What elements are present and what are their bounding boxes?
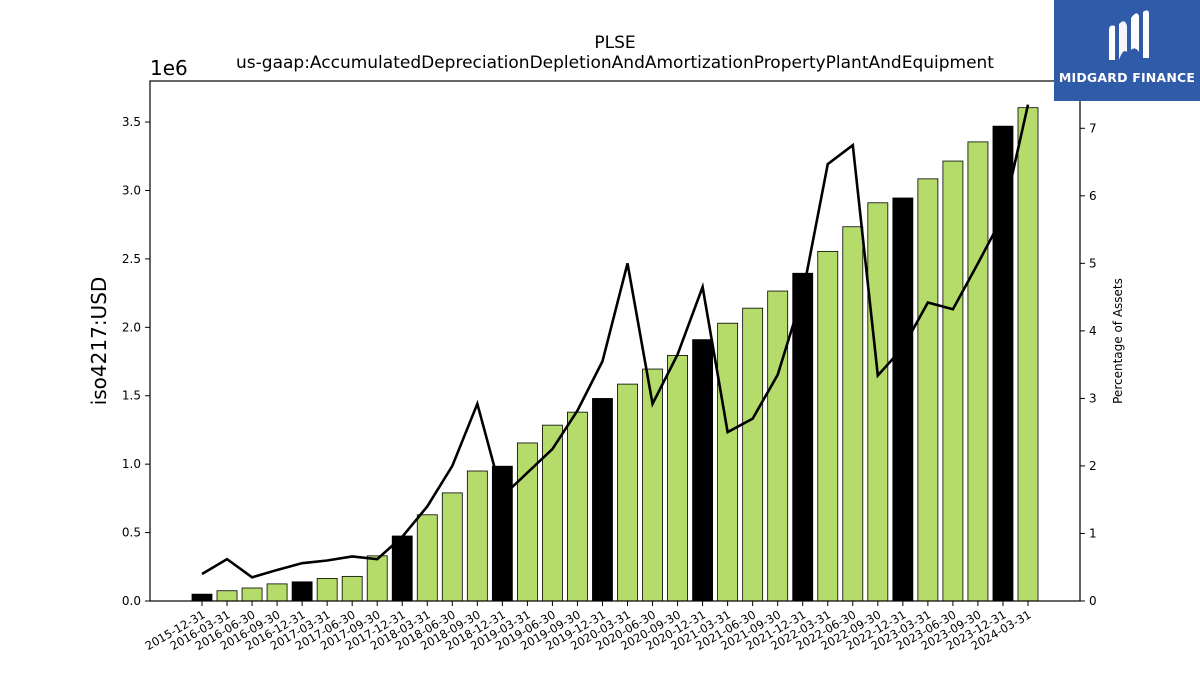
bar-2018-03-31 [416, 514, 438, 602]
y-tick-label: 2.5 [122, 252, 141, 266]
bar-2021-09-30 [767, 290, 789, 602]
bar-2023-03-31 [917, 178, 939, 602]
bar-2018-06-30 [441, 492, 463, 602]
bar-2023-06-30 [942, 160, 964, 602]
bar-2018-12-31 [491, 465, 513, 602]
bar-2016-06-30 [241, 587, 263, 602]
percentage-line [201, 104, 1030, 579]
y2-tick-label: 6 [1089, 189, 1097, 203]
midgard-logo-icon [1109, 10, 1149, 60]
bar-2017-09-30 [366, 555, 388, 602]
bar-2021-06-30 [742, 307, 764, 602]
bar-2017-12-31 [391, 535, 413, 602]
line-layer [201, 104, 1030, 579]
chart-subtitle: us-gaap:AccumulatedDepreciationDepletion… [236, 53, 994, 73]
bar-2019-12-31 [592, 398, 613, 602]
bar-2023-09-30 [967, 141, 989, 602]
x-axis: 2015-12-312016-03-312016-06-302016-09-30… [143, 601, 1034, 653]
bar-2020-09-30 [667, 354, 688, 602]
y-axis-offset-label: 1e6 [150, 56, 188, 80]
bar-2020-12-31 [692, 339, 714, 602]
y-tick-label: 1.0 [122, 457, 141, 471]
y-tick-label: 3.5 [122, 115, 141, 129]
bar-2022-06-30 [842, 226, 864, 602]
y2-tick-label: 5 [1089, 256, 1097, 270]
bar-2018-09-30 [466, 470, 488, 602]
bar-2019-09-30 [567, 411, 588, 602]
plot-frame [149, 80, 1081, 602]
y2-tick-label: 0 [1089, 594, 1097, 608]
logo-text: MIDGARD FINANCE [1058, 70, 1196, 85]
y-tick-label: 1.5 [122, 389, 141, 403]
bar-2022-12-31 [892, 197, 914, 602]
bar-2017-06-30 [341, 575, 363, 602]
y-tick-label: 0.5 [122, 526, 141, 540]
midgard-finance-logo: MIDGARD FINANCE [1054, 0, 1200, 101]
y2-axis-label: Percentage of Assets [1111, 278, 1125, 404]
y-axis-left: 0.0 0.5 1.0 1.5 2.0 2.5 3.0 3.5 [122, 115, 150, 608]
bars [191, 107, 1039, 602]
bar-2024-03-31 [1017, 107, 1039, 602]
y2-tick-label: 2 [1089, 459, 1097, 473]
bar-2019-06-30 [542, 424, 563, 602]
bar-2016-03-31 [216, 590, 238, 602]
bar-2021-12-31 [792, 272, 814, 602]
bar-2016-12-31 [291, 581, 313, 602]
bar-2017-03-31 [316, 578, 338, 602]
y-axis-right: 0 1 2 3 4 5 6 7 [1080, 121, 1097, 608]
y-tick-label: 2.0 [122, 320, 141, 334]
bar-2021-03-31 [717, 322, 739, 602]
bar-2023-12-31 [992, 125, 1014, 602]
bar-2022-03-31 [817, 250, 839, 602]
bar-2022-09-30 [867, 202, 889, 602]
y2-tick-label: 1 [1089, 526, 1097, 540]
y-axis-label: iso4217:USD [87, 277, 111, 406]
bar-2020-03-31 [617, 383, 638, 602]
y-tick-label: 0.0 [122, 594, 141, 608]
chart-title: PLSE [594, 33, 635, 53]
y2-tick-label: 4 [1089, 324, 1097, 338]
y2-tick-label: 7 [1089, 121, 1097, 135]
y-tick-label: 3.0 [122, 183, 141, 197]
bar-2016-09-30 [266, 583, 288, 602]
y2-tick-label: 3 [1089, 391, 1097, 405]
bar-2015-12-31 [191, 593, 213, 602]
